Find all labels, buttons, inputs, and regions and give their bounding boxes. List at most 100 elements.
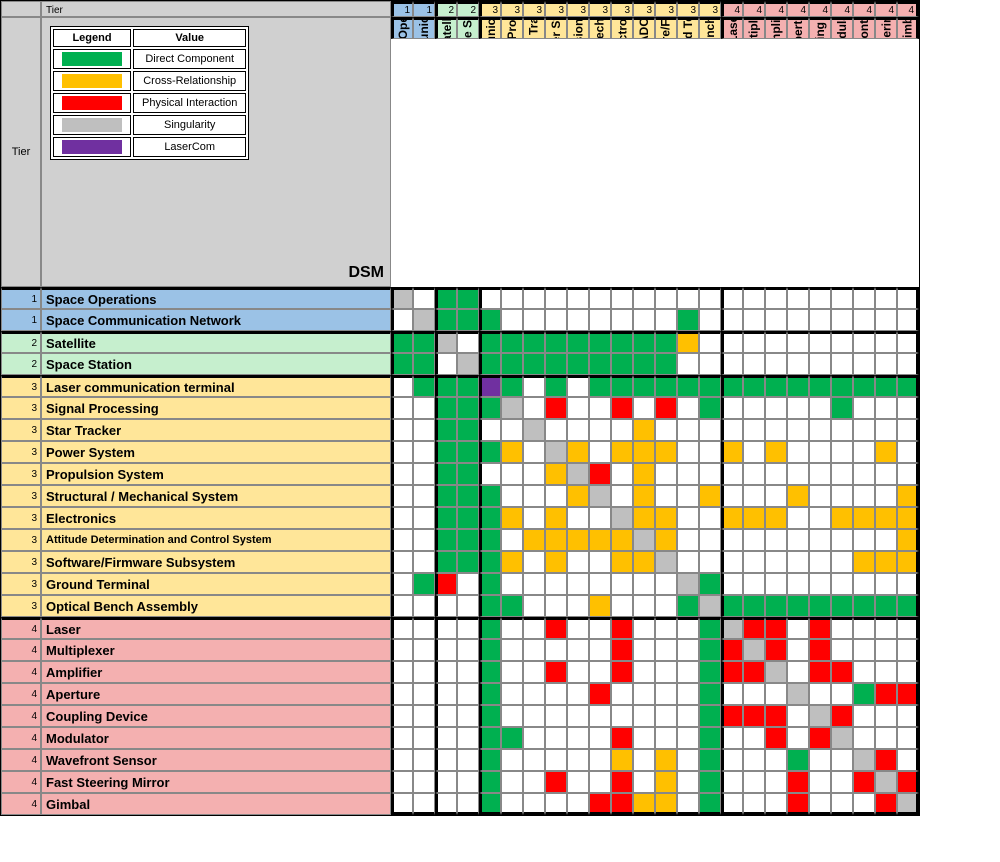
cell-5-17	[765, 397, 787, 419]
row-tier-2: 2	[1, 331, 41, 353]
cell-15-16	[743, 617, 765, 639]
cell-4-16	[743, 375, 765, 397]
cell-19-2	[435, 705, 457, 727]
cell-22-17	[765, 771, 787, 793]
cell-20-13	[677, 727, 699, 749]
cell-13-19	[809, 573, 831, 595]
cell-14-17	[765, 595, 787, 617]
cell-15-3	[457, 617, 479, 639]
cell-13-14	[699, 573, 721, 595]
cell-1-8	[567, 309, 589, 331]
cell-10-13	[677, 507, 699, 529]
cell-16-22	[875, 639, 897, 661]
cell-2-4	[479, 331, 501, 353]
cell-6-23	[897, 419, 919, 441]
cell-2-5	[501, 331, 523, 353]
cell-22-15	[721, 771, 743, 793]
cell-10-5	[501, 507, 523, 529]
cell-17-11	[633, 661, 655, 683]
col-label-18: Aperture	[791, 17, 805, 39]
cell-0-21	[853, 287, 875, 309]
cell-22-2	[435, 771, 457, 793]
cell-5-21	[853, 397, 875, 419]
cell-23-20	[831, 793, 853, 815]
cell-21-23	[897, 749, 919, 771]
cell-1-1	[413, 309, 435, 331]
cell-23-14	[699, 793, 721, 815]
cell-23-16	[743, 793, 765, 815]
col-tier-9: 3	[589, 1, 611, 17]
col-label-23: Gimbal	[900, 17, 914, 39]
cell-16-18	[787, 639, 809, 661]
cell-8-23	[897, 463, 919, 485]
cell-5-10	[611, 397, 633, 419]
cell-1-21	[853, 309, 875, 331]
cell-1-3	[457, 309, 479, 331]
cell-3-12	[655, 353, 677, 375]
cell-17-3	[457, 661, 479, 683]
cell-11-20	[831, 529, 853, 551]
cell-7-17	[765, 441, 787, 463]
cell-11-22	[875, 529, 897, 551]
cell-0-16	[743, 287, 765, 309]
row-tier-4: 3	[1, 375, 41, 397]
cell-0-18	[787, 287, 809, 309]
cell-8-15	[721, 463, 743, 485]
cell-0-5	[501, 287, 523, 309]
cell-3-15	[721, 353, 743, 375]
cell-18-22	[875, 683, 897, 705]
cell-2-22	[875, 331, 897, 353]
cell-3-5	[501, 353, 523, 375]
cell-17-2	[435, 661, 457, 683]
cell-3-18	[787, 353, 809, 375]
cell-11-7	[545, 529, 567, 551]
corner-cell: DSMLegendValueDirect ComponentCross-Rela…	[41, 17, 391, 287]
col-label-6: Star Tracker	[527, 17, 541, 39]
cell-16-8	[567, 639, 589, 661]
cell-7-23	[897, 441, 919, 463]
row-label-20: Modulator	[41, 727, 391, 749]
cell-13-0	[391, 573, 413, 595]
cell-4-4	[479, 375, 501, 397]
cell-20-2	[435, 727, 457, 749]
cell-10-14	[699, 507, 721, 529]
cell-18-16	[743, 683, 765, 705]
row-label-10: Electronics	[41, 507, 391, 529]
col-tier-4: 3	[479, 1, 501, 17]
cell-22-18	[787, 771, 809, 793]
row-label-15: Laser	[41, 617, 391, 639]
row-label-19: Coupling Device	[41, 705, 391, 727]
cell-21-22	[875, 749, 897, 771]
col-label-21: Wavefront Sensor	[857, 17, 871, 39]
cell-21-15	[721, 749, 743, 771]
dsm-title: DSM	[348, 264, 384, 282]
cell-23-17	[765, 793, 787, 815]
cell-3-0	[391, 353, 413, 375]
cell-8-8	[567, 463, 589, 485]
cell-23-22	[875, 793, 897, 815]
cell-13-23	[897, 573, 919, 595]
cell-9-11	[633, 485, 655, 507]
cell-17-7	[545, 661, 567, 683]
cell-17-1	[413, 661, 435, 683]
cell-18-9	[589, 683, 611, 705]
row-tier-22: 4	[1, 771, 41, 793]
cell-15-21	[853, 617, 875, 639]
cell-10-11	[633, 507, 655, 529]
cell-1-11	[633, 309, 655, 331]
cell-8-17	[765, 463, 787, 485]
cell-8-9	[589, 463, 611, 485]
cell-5-23	[897, 397, 919, 419]
cell-7-18	[787, 441, 809, 463]
cell-2-7	[545, 331, 567, 353]
cell-0-1	[413, 287, 435, 309]
cell-13-4	[479, 573, 501, 595]
cell-2-6	[523, 331, 545, 353]
cell-14-19	[809, 595, 831, 617]
cell-6-17	[765, 419, 787, 441]
row-label-4: Laser communication terminal	[41, 375, 391, 397]
cell-11-1	[413, 529, 435, 551]
cell-7-15	[721, 441, 743, 463]
cell-20-14	[699, 727, 721, 749]
tier-heading-left: Tier	[1, 17, 41, 287]
